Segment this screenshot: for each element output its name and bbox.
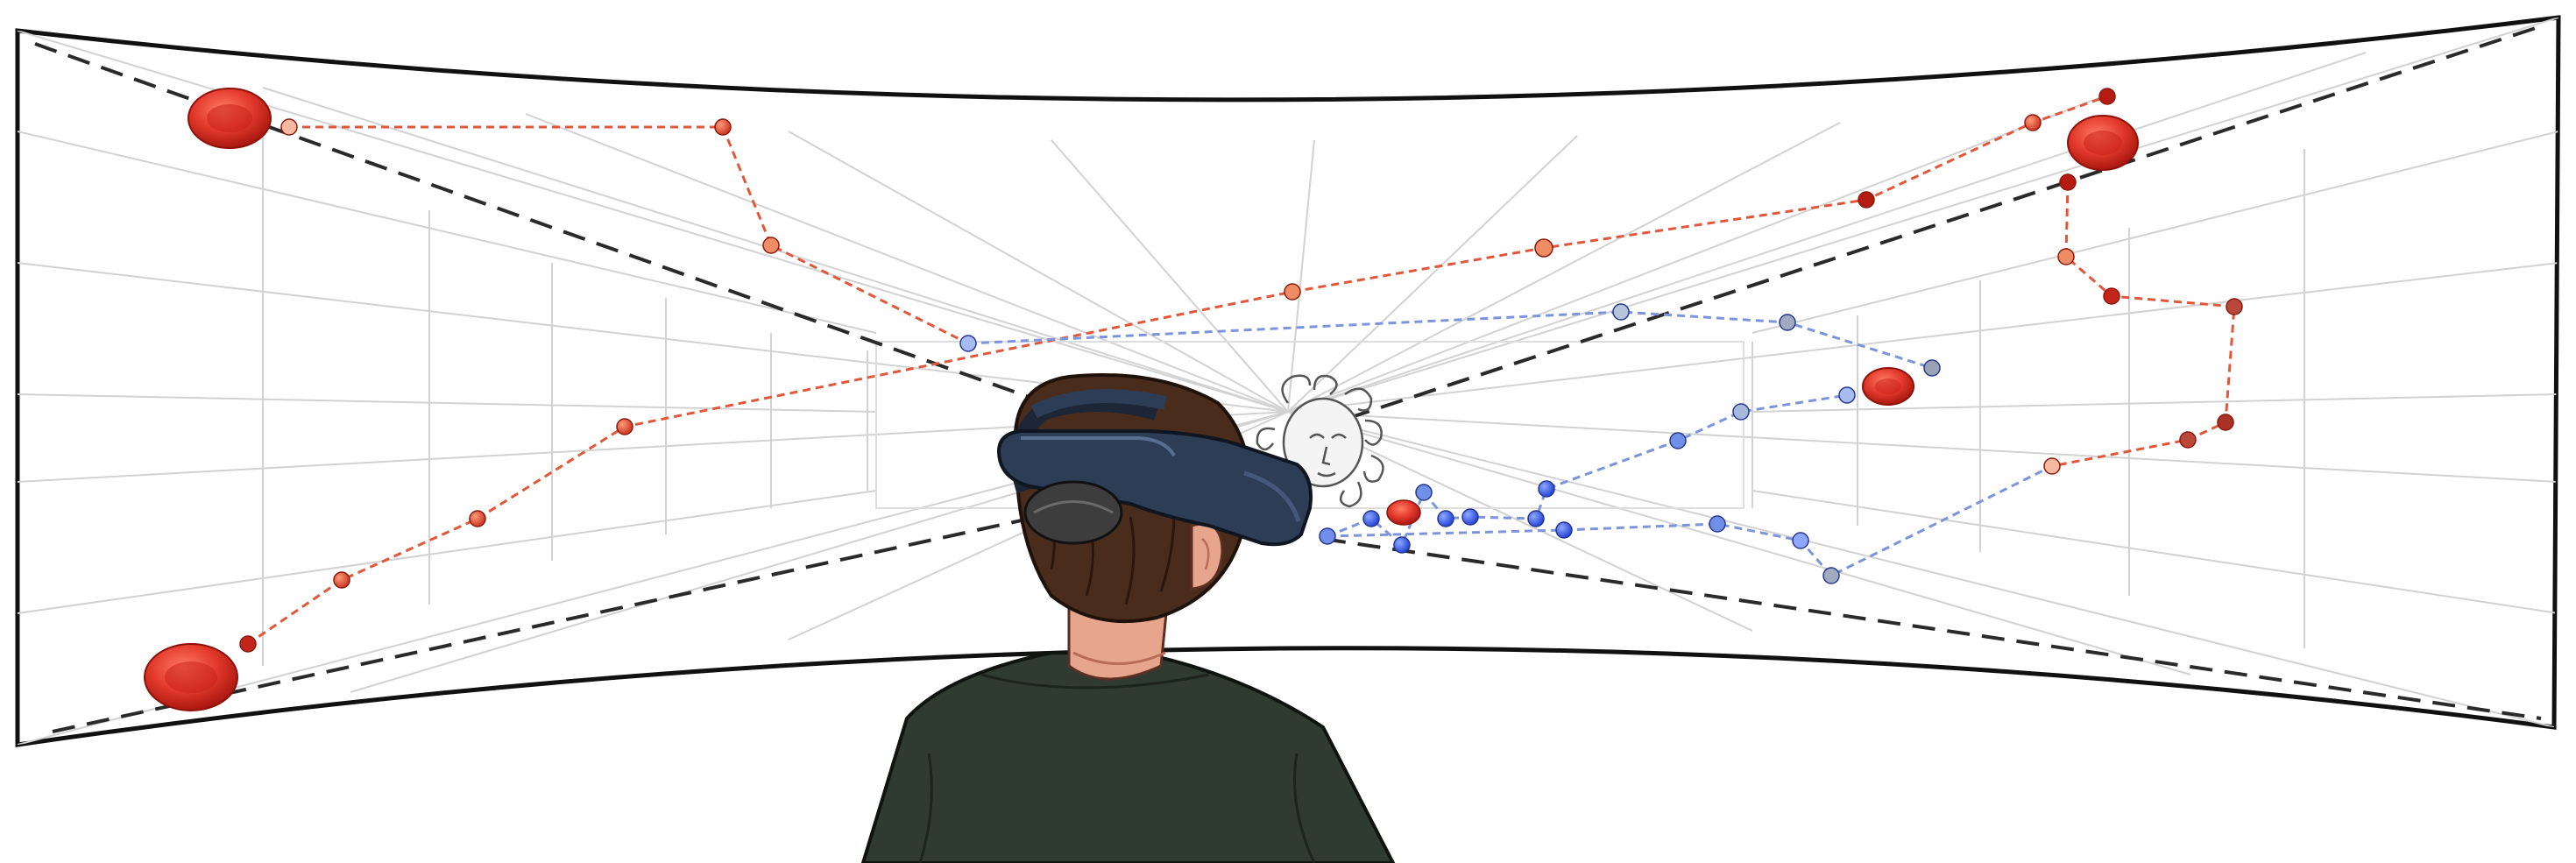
- blue-trajectory-nodes: [959, 303, 1941, 584]
- vr-headset-icon: [996, 429, 1313, 547]
- medusa-head-icon: [1256, 374, 1384, 515]
- red-trajectory-nodes: [239, 88, 2243, 653]
- red-blood-cell-icon: [144, 88, 2139, 711]
